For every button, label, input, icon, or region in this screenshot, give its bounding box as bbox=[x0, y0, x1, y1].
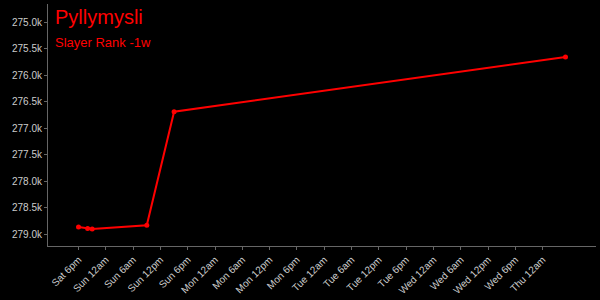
svg-text:Sun 12pm: Sun 12pm bbox=[125, 254, 165, 294]
svg-text:Wed 6am: Wed 6am bbox=[428, 254, 466, 292]
svg-text:279.0k: 279.0k bbox=[12, 229, 43, 240]
svg-text:277.0k: 277.0k bbox=[12, 123, 43, 134]
svg-text:Sun 6pm: Sun 6pm bbox=[157, 254, 193, 290]
svg-text:276.5k: 276.5k bbox=[12, 96, 43, 107]
svg-text:Thu 12am: Thu 12am bbox=[508, 254, 548, 294]
svg-text:Wed 6pm: Wed 6pm bbox=[482, 254, 520, 292]
svg-text:Sun 6am: Sun 6am bbox=[102, 254, 138, 290]
svg-text:Mon 6pm: Mon 6pm bbox=[265, 254, 302, 291]
svg-text:275.5k: 275.5k bbox=[12, 43, 43, 54]
svg-text:Mon 12pm: Mon 12pm bbox=[233, 254, 274, 295]
svg-text:Tue 12am: Tue 12am bbox=[290, 254, 329, 293]
svg-text:Wed 12am: Wed 12am bbox=[397, 254, 439, 296]
svg-text:Slayer Rank -1w: Slayer Rank -1w bbox=[55, 35, 151, 50]
svg-text:Tue 6am: Tue 6am bbox=[321, 254, 356, 289]
svg-text:Mon 6am: Mon 6am bbox=[210, 254, 247, 291]
svg-text:277.5k: 277.5k bbox=[12, 149, 43, 160]
svg-text:Mon 12am: Mon 12am bbox=[179, 254, 220, 295]
svg-text:Pyllymysli: Pyllymysli bbox=[55, 6, 143, 28]
svg-text:Tue 12pm: Tue 12pm bbox=[344, 254, 383, 293]
svg-text:278.5k: 278.5k bbox=[12, 202, 43, 213]
svg-text:Sun 12am: Sun 12am bbox=[71, 254, 111, 294]
svg-text:Tue 6pm: Tue 6pm bbox=[376, 254, 411, 289]
svg-text:275.0k: 275.0k bbox=[12, 17, 43, 28]
svg-text:276.0k: 276.0k bbox=[12, 70, 43, 81]
svg-text:Sat 6pm: Sat 6pm bbox=[49, 254, 83, 288]
svg-text:278.0k: 278.0k bbox=[12, 176, 43, 187]
svg-text:Wed 12pm: Wed 12pm bbox=[451, 254, 493, 296]
